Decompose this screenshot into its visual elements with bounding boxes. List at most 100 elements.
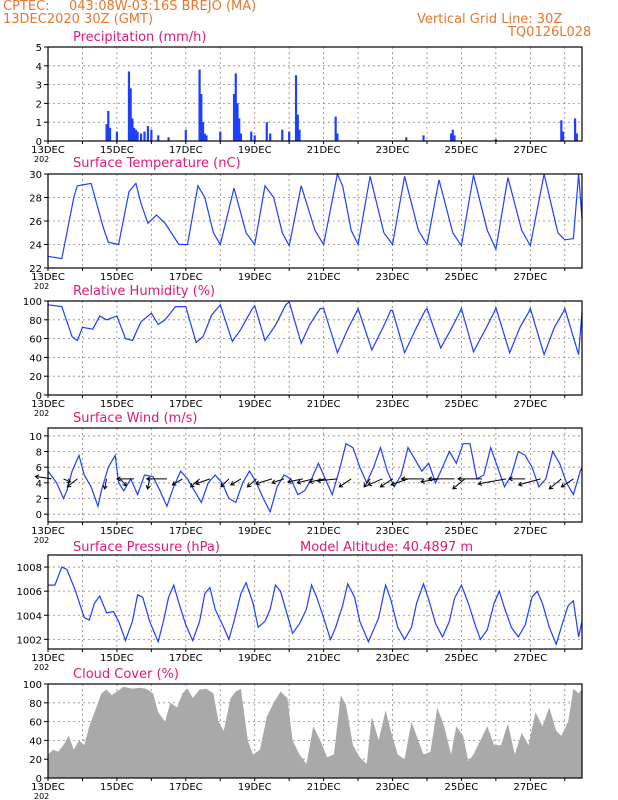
y-tick-label: 20 [29, 372, 42, 383]
precip-bar [108, 127, 112, 141]
series-line [47, 300, 583, 357]
y-tick-label: 1 [36, 118, 42, 129]
precip-bar [234, 73, 237, 141]
y-tick-label: 5 [36, 43, 42, 54]
y-tick-label: 2 [36, 99, 42, 110]
series-line [47, 172, 583, 260]
x-tick-label: 13DEC [31, 653, 65, 664]
wind-arrow [452, 478, 466, 490]
y-tick-label: 4 [36, 62, 42, 73]
x-tick-label: 25DEC [445, 145, 479, 156]
x-tick-label: 19DEC [238, 399, 272, 410]
panel-title: Surface Temperature (nC) [73, 156, 241, 171]
year-label: 202 [34, 282, 49, 291]
x-tick-label: 23DEC [376, 526, 410, 537]
x-tick-label: 19DEC [238, 526, 272, 537]
panel-title: Precipitation (mm/h) [73, 30, 206, 45]
x-tick-label: 23DEC [376, 782, 410, 793]
wind-arrow [560, 478, 574, 488]
precip-bar [232, 94, 236, 141]
precip-bar [146, 125, 150, 141]
x-tick-label: 25DEC [445, 526, 479, 537]
x-tick-label: 13DEC [31, 526, 65, 537]
x-tick-label: 15DEC [100, 782, 134, 793]
y-tick-label: 60 [29, 335, 42, 346]
y-tick-label: 1006 [17, 587, 42, 598]
y-tick-label: 100 [23, 680, 42, 691]
x-tick-label: 17DEC [169, 782, 203, 793]
wind-arrow [145, 476, 167, 482]
panel-frame [47, 683, 583, 779]
x-tick-label: 15DEC [100, 399, 134, 410]
wind-arrow [338, 478, 352, 488]
wind-arrow [171, 478, 183, 486]
precip-bar [253, 135, 256, 141]
x-tick-label: 17DEC [169, 272, 203, 283]
precip-bar [561, 131, 565, 141]
y-tick-label: 40 [29, 353, 42, 364]
header-run-code: TQ0126L028 [508, 25, 592, 40]
x-tick-label: 25DEC [445, 653, 479, 664]
panel-frame [47, 554, 583, 650]
wind-arrow [66, 478, 78, 488]
precip-bar [296, 114, 299, 141]
x-tick-label: 27DEC [513, 272, 547, 283]
header-date: 13DEC2020 30Z (GMT) [3, 12, 154, 27]
y-tick-label: 80 [29, 699, 42, 710]
x-tick-label: 25DEC [445, 272, 479, 283]
wind-arrow [508, 476, 526, 482]
y-tick-label: 1002 [17, 635, 42, 646]
y-tick-label: 40 [29, 736, 42, 747]
wind-arrow [457, 476, 483, 482]
y-tick-label: 4 [36, 479, 42, 490]
x-tick-label: 17DEC [169, 653, 203, 664]
precip-bar [131, 118, 134, 141]
x-tick-label: 19DEC [238, 653, 272, 664]
panel-title: Relative Humidity (%) [73, 284, 215, 299]
x-tick-label: 21DEC [307, 399, 341, 410]
x-tick-label: 25DEC [445, 782, 479, 793]
wind-arrow [286, 478, 303, 484]
precip-bar [451, 129, 454, 141]
x-tick-label: 27DEC [513, 145, 547, 156]
wind-arrow [189, 478, 200, 488]
panel-3 [34, 427, 583, 525]
y-tick-label: 2 [36, 495, 42, 506]
precip-bar [238, 118, 241, 141]
x-tick-label: 19DEC [238, 272, 272, 283]
precip-bar [107, 110, 110, 141]
x-tick-label: 21DEC [307, 782, 341, 793]
x-tick-label: 21DEC [307, 145, 341, 156]
precip-bar [336, 133, 339, 141]
precip-bar [219, 131, 222, 141]
x-tick-label: 15DEC [100, 526, 134, 537]
x-tick-label: 15DEC [100, 145, 134, 156]
x-tick-label: 17DEC [169, 526, 203, 537]
year-label: 202 [34, 536, 49, 545]
precip-bar [136, 131, 139, 141]
precip-bar [143, 131, 146, 141]
precip-bar [265, 122, 268, 141]
wind-arrow [116, 476, 135, 482]
precip-bar [449, 133, 453, 141]
year-label: 202 [34, 663, 49, 672]
precip-bar [200, 94, 203, 141]
x-tick-label: 15DEC [100, 272, 134, 283]
wind-arrow [517, 478, 541, 487]
x-tick-label: 13DEC [31, 145, 65, 156]
x-tick-label: 23DEC [376, 399, 410, 410]
precip-bar [494, 139, 497, 141]
year-label: 202 [34, 155, 49, 164]
x-tick-label: 13DEC [31, 782, 65, 793]
x-tick-label: 19DEC [238, 145, 272, 156]
panel-title: Surface Pressure (hPa) [73, 540, 220, 555]
panel-frame [47, 300, 583, 396]
y-tick-label: 0 [36, 137, 42, 148]
precip-bar [294, 75, 298, 141]
x-tick-label: 13DEC [31, 272, 65, 283]
wind-arrow [400, 476, 424, 482]
series-line [47, 442, 583, 514]
y-tick-label: 1008 [17, 563, 42, 574]
y-tick-label: 30 [29, 170, 42, 181]
wind-arrow [34, 474, 52, 480]
